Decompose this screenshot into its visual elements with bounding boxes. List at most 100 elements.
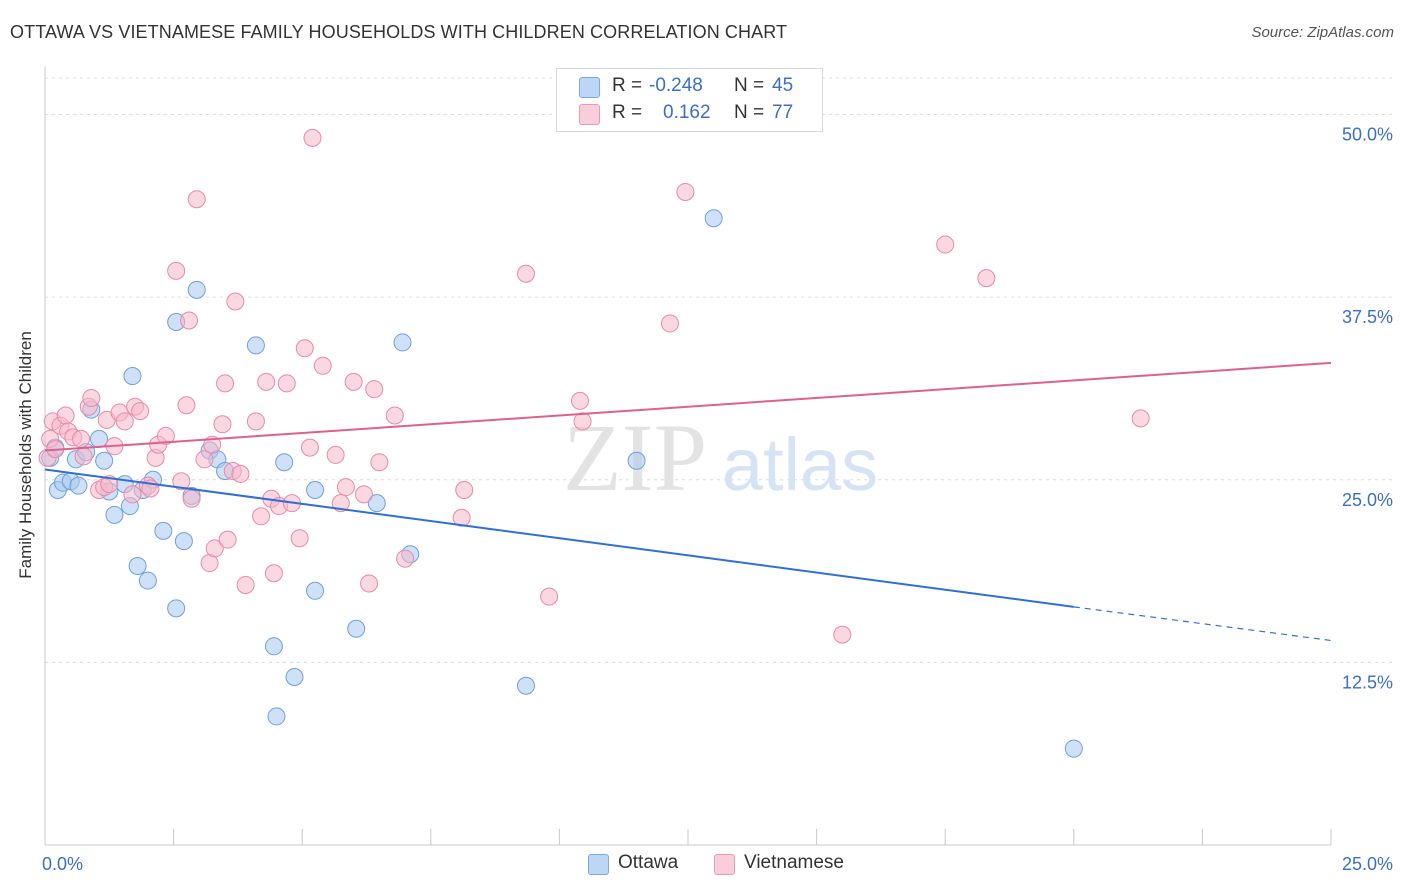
point-ottawa bbox=[393, 333, 412, 352]
point-vietnamese bbox=[277, 374, 296, 393]
point-vietnamese bbox=[257, 372, 276, 391]
point-vietnamese bbox=[74, 447, 93, 466]
point-vietnamese bbox=[236, 575, 255, 594]
point-ottawa bbox=[306, 581, 325, 600]
x-tick-label: 0.0% bbox=[42, 854, 83, 874]
point-ottawa bbox=[367, 494, 386, 513]
correlation-legend: R = -0.248 N = 45 R = 0.162 N = 77 bbox=[556, 68, 823, 132]
point-vietnamese bbox=[172, 472, 191, 491]
tick-labels: 12.5% 25.0% 37.5% 50.0% 0.0% 25.0% bbox=[42, 125, 1393, 874]
point-vietnamese bbox=[213, 415, 232, 434]
bottom-legend-label-ottawa: Ottawa bbox=[618, 852, 679, 873]
point-ottawa bbox=[167, 599, 186, 618]
point-vietnamese bbox=[396, 549, 415, 568]
trend-line-ottawa bbox=[44, 468, 1074, 608]
point-vietnamese bbox=[115, 412, 134, 431]
point-vietnamese bbox=[540, 587, 559, 606]
point-ottawa bbox=[69, 476, 88, 495]
point-vietnamese bbox=[936, 235, 955, 254]
point-ottawa bbox=[174, 532, 193, 551]
point-vietnamese bbox=[218, 530, 237, 549]
point-vietnamese bbox=[660, 314, 679, 333]
point-ottawa bbox=[347, 619, 366, 638]
y-tick-label: 50.0% bbox=[1342, 125, 1393, 145]
legend-n-label: N = bbox=[734, 102, 765, 123]
y-tick-label: 37.5% bbox=[1342, 307, 1393, 327]
legend-swatch-vietnamese bbox=[579, 104, 600, 125]
point-vietnamese bbox=[156, 426, 175, 445]
point-ottawa bbox=[95, 451, 114, 470]
y-tick-label: 25.0% bbox=[1342, 490, 1393, 510]
chart-title: OTTAWA VS VIETNAMESE FAMILY HOUSEHOLDS W… bbox=[10, 22, 788, 42]
point-vietnamese bbox=[82, 388, 101, 407]
point-vietnamese bbox=[295, 339, 314, 358]
point-vietnamese bbox=[290, 529, 309, 548]
legend-n-label: N = bbox=[734, 75, 765, 96]
legend-n-value: 45 bbox=[772, 75, 794, 96]
y-tick-label: 12.5% bbox=[1342, 672, 1393, 692]
point-ottawa bbox=[275, 453, 294, 472]
point-vietnamese bbox=[354, 485, 373, 504]
point-vietnamese bbox=[516, 264, 535, 283]
point-vietnamese bbox=[252, 507, 271, 526]
point-vietnamese bbox=[72, 429, 91, 448]
point-vietnamese bbox=[195, 450, 214, 469]
point-ottawa bbox=[246, 336, 265, 355]
point-ottawa bbox=[264, 637, 283, 656]
point-ottawa bbox=[138, 571, 157, 590]
point-ottawa bbox=[704, 209, 723, 228]
point-vietnamese bbox=[331, 494, 350, 513]
point-vietnamese bbox=[100, 475, 119, 494]
point-ottawa bbox=[267, 707, 286, 726]
point-vietnamese bbox=[365, 380, 384, 399]
x-tick-label: 25.0% bbox=[1342, 854, 1393, 874]
legend-r-value: -0.248 bbox=[649, 75, 703, 96]
point-vietnamese bbox=[313, 356, 332, 375]
legend-r-label: R = bbox=[612, 75, 643, 96]
point-vietnamese bbox=[177, 396, 196, 415]
point-ottawa bbox=[154, 521, 173, 540]
point-vietnamese bbox=[336, 478, 355, 497]
point-vietnamese bbox=[455, 480, 474, 499]
point-vietnamese bbox=[216, 374, 235, 393]
point-vietnamese bbox=[303, 128, 322, 147]
point-ottawa bbox=[105, 505, 124, 524]
bottom-legend-swatch-ottawa bbox=[588, 854, 609, 875]
point-vietnamese bbox=[344, 372, 363, 391]
point-vietnamese bbox=[182, 489, 201, 508]
point-vietnamese bbox=[360, 574, 379, 593]
gridlines bbox=[45, 77, 1392, 663]
legend-r-label: R = bbox=[612, 102, 643, 123]
point-ottawa bbox=[128, 556, 147, 575]
point-vietnamese bbox=[385, 406, 404, 425]
point-ottawa bbox=[627, 451, 646, 470]
trend-lines bbox=[44, 361, 1332, 642]
watermark-atlas: atlas bbox=[722, 423, 878, 506]
point-vietnamese bbox=[326, 445, 345, 464]
point-vietnamese bbox=[676, 182, 695, 201]
point-vietnamese bbox=[123, 485, 142, 504]
point-vietnamese bbox=[180, 311, 199, 330]
point-vietnamese bbox=[231, 464, 250, 483]
point-ottawa bbox=[187, 280, 206, 299]
point-ottawa bbox=[90, 429, 109, 448]
point-vietnamese bbox=[205, 539, 224, 558]
trend-extension-ottawa bbox=[1073, 606, 1332, 642]
source-label: Source: ZipAtlas.com bbox=[1251, 24, 1394, 41]
point-vietnamese bbox=[226, 292, 245, 311]
point-vietnamese bbox=[300, 438, 319, 457]
point-vietnamese bbox=[452, 508, 471, 527]
point-vietnamese bbox=[264, 564, 283, 583]
point-ottawa bbox=[1064, 739, 1083, 758]
point-ottawa bbox=[285, 667, 304, 686]
legend-swatch-ottawa bbox=[579, 77, 600, 98]
trend-line-vietnamese bbox=[44, 361, 1332, 452]
point-vietnamese bbox=[187, 190, 206, 209]
point-vietnamese bbox=[246, 412, 265, 431]
point-ottawa bbox=[516, 676, 535, 695]
bottom-legend-swatch-vietnamese bbox=[714, 854, 735, 875]
point-vietnamese bbox=[131, 402, 150, 421]
point-vietnamese bbox=[833, 625, 852, 644]
point-ottawa bbox=[306, 480, 325, 499]
